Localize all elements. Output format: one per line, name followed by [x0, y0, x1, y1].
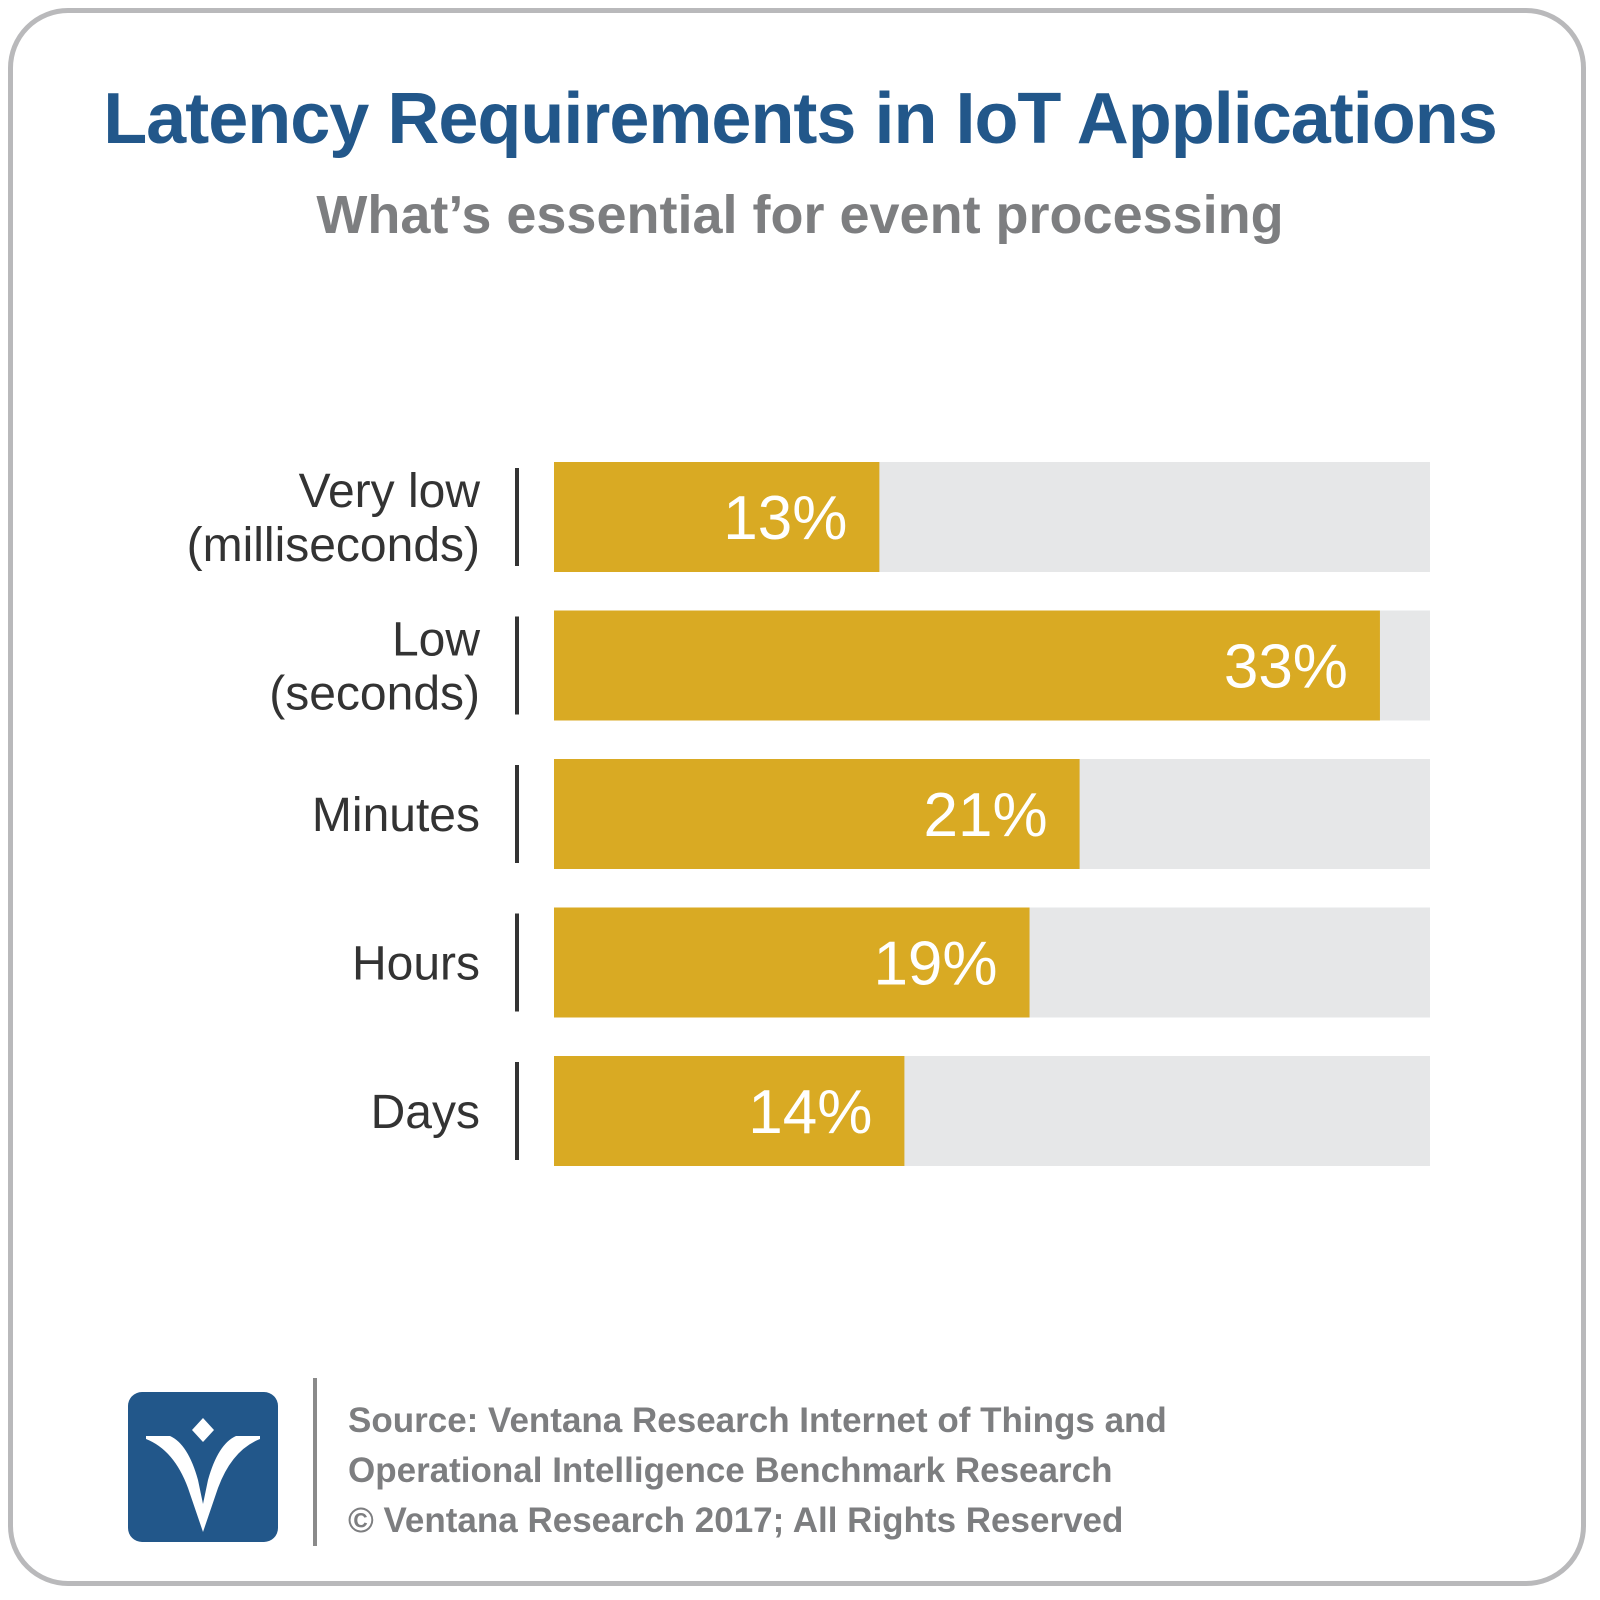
category-separator: [515, 1062, 519, 1160]
bar: [554, 610, 1380, 721]
source-line-2: Operational Intelligence Benchmark Resea…: [348, 1451, 1113, 1490]
category-label: Very low: [299, 465, 481, 518]
category-separator: [515, 468, 519, 566]
bar: [554, 759, 1080, 869]
category-label: Low: [392, 614, 480, 667]
value-label: 19%: [873, 930, 997, 999]
category-label: Minutes: [312, 789, 480, 842]
category-separator: [515, 616, 519, 715]
value-label: 13%: [723, 484, 847, 553]
bar: [554, 1056, 905, 1166]
category-label: Hours: [352, 938, 480, 991]
source-line-3: © Ventana Research 2017; All Rights Rese…: [348, 1501, 1124, 1540]
source-text: Source: Ventana Research Internet of Thi…: [348, 1396, 1167, 1546]
category-separator: [515, 913, 519, 1012]
category-label: (seconds): [269, 668, 480, 721]
value-label: 21%: [924, 781, 1048, 850]
footer-divider: [313, 1378, 317, 1546]
source-line-1: Source: Ventana Research Internet of Thi…: [348, 1401, 1167, 1440]
value-label: 14%: [748, 1078, 872, 1147]
category-label: Days: [371, 1086, 480, 1139]
bar: [554, 907, 1030, 1018]
category-label: (milliseconds): [187, 519, 480, 572]
category-separator: [515, 765, 519, 863]
ventana-logo-icon: [128, 1392, 278, 1542]
chart-title: Latency Requirements in IoT Applications: [103, 79, 1498, 159]
chart-subtitle: What’s essential for event processing: [316, 185, 1284, 245]
bar: [554, 462, 880, 572]
value-label: 33%: [1224, 633, 1348, 702]
